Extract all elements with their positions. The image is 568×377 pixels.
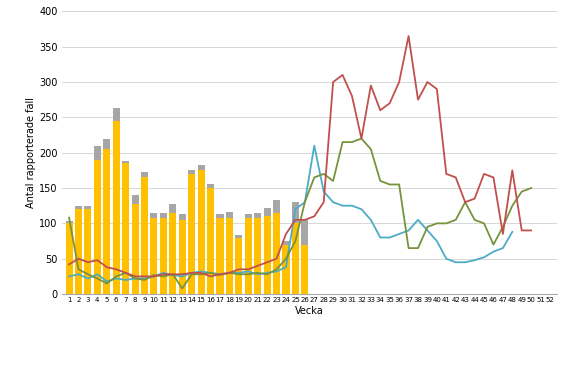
- Bar: [151, 213, 157, 218]
- Bar: [85, 206, 91, 209]
- Bar: [188, 170, 195, 174]
- Bar: [169, 213, 176, 294]
- Bar: [94, 146, 101, 160]
- X-axis label: Vecka: Vecka: [295, 306, 324, 316]
- Bar: [75, 206, 82, 209]
- Bar: [122, 161, 129, 163]
- Bar: [160, 213, 167, 218]
- Bar: [273, 213, 280, 294]
- Bar: [235, 238, 243, 294]
- Bar: [254, 218, 261, 294]
- Bar: [141, 173, 148, 178]
- Bar: [112, 121, 120, 294]
- Bar: [132, 195, 139, 204]
- Bar: [188, 174, 195, 294]
- Bar: [103, 139, 110, 149]
- Bar: [65, 221, 73, 223]
- Bar: [141, 178, 148, 294]
- Bar: [226, 212, 233, 218]
- Bar: [301, 245, 308, 294]
- Bar: [292, 202, 299, 223]
- Bar: [207, 184, 214, 188]
- Bar: [264, 208, 271, 216]
- Bar: [245, 214, 252, 218]
- Bar: [226, 218, 233, 294]
- Bar: [112, 108, 120, 121]
- Bar: [179, 214, 186, 220]
- Bar: [85, 209, 91, 294]
- Bar: [122, 163, 129, 294]
- Bar: [301, 220, 308, 245]
- Bar: [292, 223, 299, 294]
- Bar: [282, 241, 290, 245]
- Bar: [94, 160, 101, 294]
- Bar: [132, 204, 139, 294]
- Bar: [282, 245, 290, 294]
- Bar: [216, 214, 223, 218]
- Bar: [75, 209, 82, 294]
- Bar: [198, 170, 204, 294]
- Bar: [254, 213, 261, 218]
- Bar: [235, 235, 243, 238]
- Bar: [245, 218, 252, 294]
- Bar: [151, 218, 157, 294]
- Bar: [169, 204, 176, 213]
- Bar: [273, 200, 280, 213]
- Bar: [160, 218, 167, 294]
- Bar: [198, 165, 204, 170]
- Y-axis label: Antal rapporterade fall: Antal rapporterade fall: [26, 97, 36, 208]
- Bar: [207, 188, 214, 294]
- Bar: [65, 223, 73, 294]
- Bar: [103, 149, 110, 294]
- Bar: [216, 218, 223, 294]
- Bar: [264, 216, 271, 294]
- Bar: [179, 220, 186, 294]
